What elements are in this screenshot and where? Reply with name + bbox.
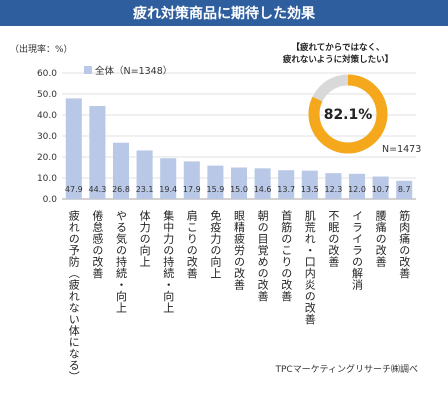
category-label: 朝の目覚めの改善 xyxy=(256,210,269,303)
donut-value-arc xyxy=(308,74,388,154)
bar xyxy=(396,180,413,199)
category-label: 肩こりの改善 xyxy=(185,209,198,280)
category-label: 眼精疲労の改善 xyxy=(233,210,246,291)
source-note: TPCマーケティングリサーチ㈱調べ xyxy=(275,363,419,375)
data-label: 14.6 xyxy=(254,185,272,194)
bar-series xyxy=(65,98,413,199)
category-label: 不眠の改善 xyxy=(327,210,340,268)
chart-title: 疲れ対策商品に期待した効果 xyxy=(133,5,316,22)
data-label: 8.7 xyxy=(398,185,411,194)
y-axis-label: （出現率：%） xyxy=(10,43,73,55)
y-tick-label: 10.0 xyxy=(37,174,57,184)
category-label: イライラの解消 xyxy=(351,210,364,291)
data-label: 17.9 xyxy=(183,185,201,194)
data-labels: 47.9 44.3 26.8 23.1 19.4 17.9 15.9 15.0 14.6 13.7… xyxy=(65,185,411,194)
bar xyxy=(301,170,318,199)
donut-note-line1: 【疲れてからではなく、 xyxy=(292,42,385,53)
bar xyxy=(348,173,366,199)
category-label: 筋肉痛の改善 xyxy=(398,209,411,280)
category-label: 集中力の持続・向上 xyxy=(162,209,175,314)
y-tick-label: 50.0 xyxy=(37,90,57,100)
category-label: 腰痛の改善 xyxy=(374,210,387,268)
data-label: 47.9 xyxy=(65,185,83,194)
data-label: 12.3 xyxy=(324,185,342,194)
data-label: 12.0 xyxy=(348,185,366,194)
legend-label: 全体（N=1348） xyxy=(95,65,172,77)
bar xyxy=(112,142,130,199)
data-label: 19.4 xyxy=(159,185,177,194)
category-label: 肌荒れ・口内炎の改善 xyxy=(303,210,316,326)
bar xyxy=(207,165,224,199)
bar xyxy=(372,176,389,199)
data-label: 15.9 xyxy=(206,185,224,194)
y-tick-label: 60.0 xyxy=(37,69,57,79)
donut-note-line2: 疲れないように対策したい】 xyxy=(283,54,393,65)
title-banner xyxy=(0,0,448,26)
category-label: 首筋のこりの改善 xyxy=(280,209,293,303)
bar xyxy=(160,158,177,199)
bar xyxy=(65,98,82,199)
category-labels: 疲れの予防（疲れない体になる） 倦怠感の改善 やる気の持続・向上 体力の向上 集中力の持… xyxy=(67,209,410,383)
donut-n-label: N=1473 xyxy=(382,144,421,155)
data-label: 44.3 xyxy=(88,185,106,194)
data-label: 26.8 xyxy=(112,185,130,194)
data-label: 13.5 xyxy=(301,185,319,194)
y-tick-label: 0.0 xyxy=(43,195,58,205)
bar xyxy=(136,150,153,199)
category-label: 倦怠感の改善 xyxy=(91,209,104,280)
category-label: やる気の持続・向上 xyxy=(115,210,128,314)
legend-swatch xyxy=(84,66,92,74)
bar xyxy=(254,168,271,199)
y-tick-label: 40.0 xyxy=(37,111,57,121)
y-tick-labels: 0.0 10.0 20.0 30.0 40.0 50.0 60.0 xyxy=(37,69,57,205)
y-tick-label: 30.0 xyxy=(37,132,57,142)
bar xyxy=(89,105,106,199)
bar xyxy=(230,167,248,199)
y-tick-label: 20.0 xyxy=(37,153,57,163)
bar xyxy=(278,170,295,199)
data-label: 15.0 xyxy=(230,185,248,194)
data-label: 10.7 xyxy=(372,185,390,194)
category-label: 免疫力の向上 xyxy=(209,209,222,279)
category-label: 体力の向上 xyxy=(138,209,151,268)
category-label: 疲れの予防（疲れない体になる） xyxy=(67,209,80,383)
bar xyxy=(183,161,200,199)
data-label: 23.1 xyxy=(136,185,154,194)
donut-value-label: 82.1% xyxy=(324,107,373,123)
data-label: 13.7 xyxy=(277,185,295,194)
bar xyxy=(325,173,342,199)
